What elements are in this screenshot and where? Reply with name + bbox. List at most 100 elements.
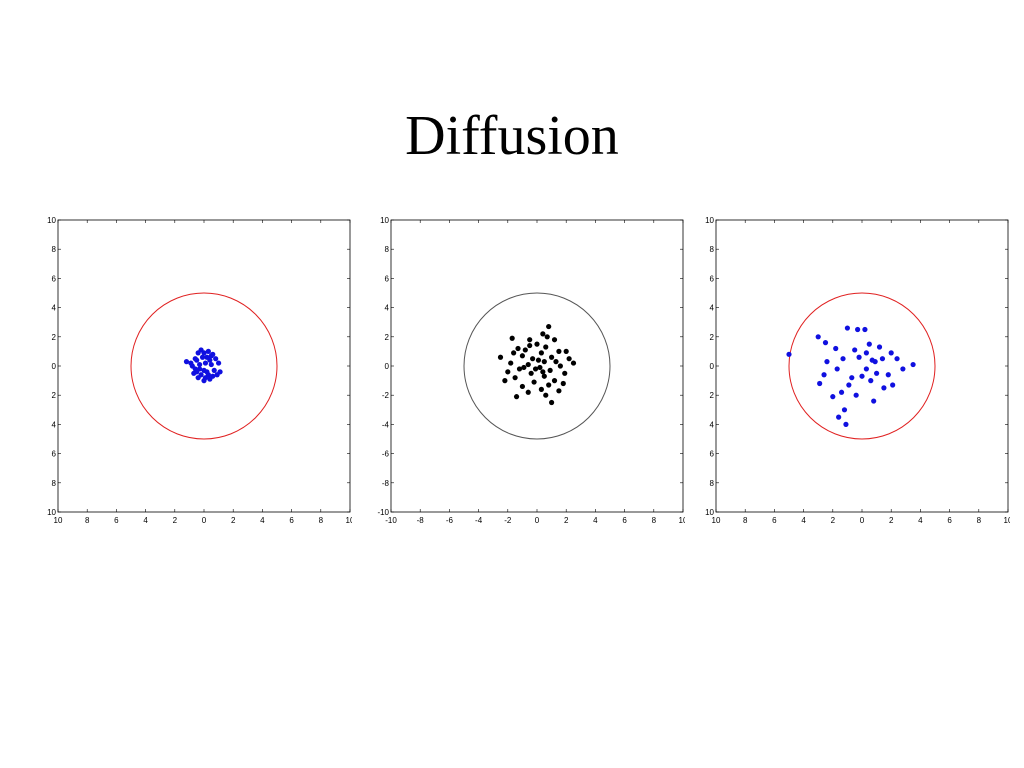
particle-point	[525, 361, 531, 368]
particle-point	[541, 373, 547, 379]
particle-point	[201, 367, 207, 373]
particle-point	[515, 345, 521, 352]
particle-point	[890, 382, 896, 388]
x-tick-label: 4	[801, 516, 806, 525]
x-tick-label: 4	[593, 516, 598, 525]
particle-point	[208, 353, 214, 359]
particle-point	[197, 361, 203, 368]
particle-point	[566, 356, 572, 362]
particle-point	[563, 348, 569, 354]
x-tick-label: -4	[475, 516, 483, 525]
y-tick-label: -10	[377, 508, 389, 517]
particle-point	[822, 340, 829, 346]
y-tick-label: 6	[52, 274, 57, 283]
y-tick-label: 2	[710, 333, 715, 342]
particle-point	[541, 359, 547, 365]
x-tick-label: 6	[114, 516, 119, 525]
y-tick-label: 8	[385, 245, 390, 254]
particle-point	[885, 372, 891, 378]
particle-point	[532, 366, 539, 372]
y-tick-label: 6	[710, 274, 715, 283]
particle-point	[201, 350, 207, 356]
particle-point	[869, 357, 875, 363]
particle-point	[538, 350, 544, 356]
particle-point	[888, 350, 894, 356]
particle-point	[183, 359, 190, 365]
y-tick-label: -2	[382, 391, 390, 400]
particle-point	[508, 360, 514, 366]
boundary-circle	[788, 292, 936, 440]
particle-point	[210, 373, 216, 379]
x-tick-label: 2	[564, 516, 569, 525]
particle-point	[505, 369, 511, 375]
particle-point	[208, 361, 214, 368]
particle-point	[540, 369, 546, 375]
x-tick-label: 8	[85, 516, 90, 525]
particle-point	[838, 389, 845, 395]
particle-point	[881, 385, 887, 391]
x-tick-label: -6	[446, 516, 454, 525]
x-tick-label: 8	[319, 516, 324, 525]
particle-point	[844, 325, 850, 331]
x-tick-label: 10	[712, 516, 721, 525]
particle-point	[557, 363, 563, 369]
particle-point	[868, 378, 874, 384]
x-tick-label: 10	[346, 516, 352, 525]
particle-point	[547, 367, 553, 373]
particle-point	[213, 356, 219, 362]
y-tick-label: 6	[52, 450, 57, 459]
x-tick-label: 6	[772, 516, 777, 525]
x-tick-label: 6	[622, 516, 627, 525]
particle-point	[202, 360, 209, 366]
y-tick-label: 0	[52, 362, 57, 371]
particle-point	[538, 386, 544, 392]
particle-point	[862, 326, 868, 333]
y-tick-label: 4	[710, 304, 715, 313]
x-tick-label: 8	[977, 516, 982, 525]
particle-point	[527, 342, 533, 349]
plot-frame	[715, 219, 1009, 513]
particle-point	[534, 341, 540, 347]
particle-point	[879, 356, 886, 362]
y-tick-label: 4	[710, 420, 715, 429]
x-tick-label: 0	[202, 516, 207, 525]
particle-point	[546, 382, 552, 388]
particle-point	[535, 357, 542, 363]
particle-point	[527, 337, 533, 343]
x-tick-label: 0	[535, 516, 540, 525]
x-tick-label: 4	[143, 516, 148, 525]
y-tick-label: 10	[380, 216, 389, 225]
particle-point	[530, 356, 536, 362]
plot-frame	[390, 219, 684, 513]
x-tick-label: 6	[289, 516, 294, 525]
x-tick-label: -8	[417, 516, 425, 525]
particle-point	[194, 357, 200, 363]
particle-point	[521, 364, 527, 371]
y-tick-label: 10	[705, 508, 714, 517]
y-tick-label: 4	[52, 304, 57, 313]
particle-point	[833, 345, 839, 352]
particle-point	[894, 356, 900, 362]
y-tick-label: 6	[385, 274, 390, 283]
x-tick-label: 6	[947, 516, 952, 525]
particle-point	[840, 356, 846, 362]
particle-point	[512, 375, 518, 381]
particle-point	[549, 354, 555, 360]
particle-point	[849, 375, 855, 381]
particle-point	[537, 364, 543, 371]
particle-point	[836, 414, 842, 420]
x-tick-label: 2	[889, 516, 894, 525]
particle-point	[549, 399, 555, 406]
y-tick-label: 8	[52, 245, 57, 254]
particle-point	[543, 392, 549, 398]
particle-point	[205, 348, 211, 354]
x-tick-label: 8	[652, 516, 657, 525]
particle-point	[834, 366, 840, 372]
x-tick-label: 0	[860, 516, 865, 525]
x-tick-label: -2	[504, 516, 512, 525]
particle-point	[551, 337, 558, 343]
x-tick-label: 10	[1004, 516, 1010, 525]
particle-point	[199, 354, 206, 360]
particle-point	[876, 344, 883, 350]
x-tick-label: 2	[173, 516, 178, 525]
